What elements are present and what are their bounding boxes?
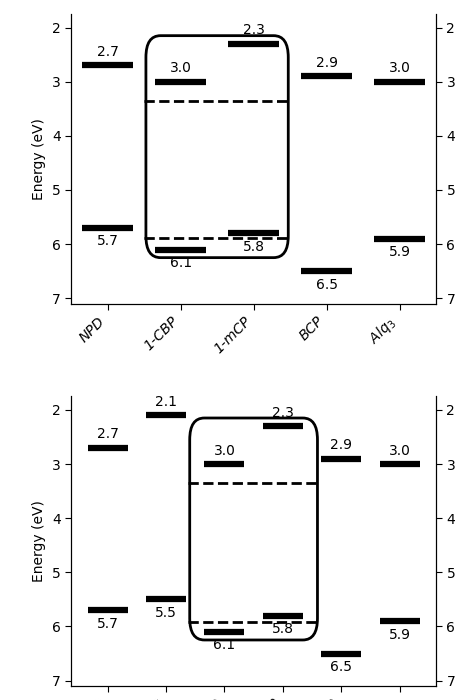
- Text: 3.0: 3.0: [389, 61, 410, 75]
- Text: 6.1: 6.1: [170, 256, 191, 270]
- Text: 5.5: 5.5: [155, 606, 177, 620]
- Text: 6.5: 6.5: [316, 278, 337, 292]
- Text: 6.1: 6.1: [213, 638, 236, 652]
- Text: 5.7: 5.7: [97, 617, 118, 631]
- Text: 5.7: 5.7: [97, 234, 118, 248]
- Text: 3.0: 3.0: [389, 444, 410, 458]
- Y-axis label: Energy (eV): Energy (eV): [32, 500, 46, 582]
- Text: 2.7: 2.7: [97, 45, 118, 59]
- Text: 2.3: 2.3: [272, 405, 294, 419]
- Text: 5.9: 5.9: [389, 627, 410, 641]
- Text: 5.8: 5.8: [272, 622, 294, 636]
- Text: 2.3: 2.3: [243, 23, 264, 37]
- Text: 3.0: 3.0: [213, 444, 235, 458]
- Text: 2.9: 2.9: [316, 56, 337, 70]
- Text: 5.8: 5.8: [243, 240, 264, 254]
- Y-axis label: Energy (eV): Energy (eV): [32, 118, 46, 200]
- Text: 2.7: 2.7: [97, 427, 118, 441]
- Text: 6.5: 6.5: [330, 660, 352, 674]
- Text: 3.0: 3.0: [170, 61, 191, 75]
- Text: 2.1: 2.1: [155, 395, 177, 409]
- Text: 2.9: 2.9: [330, 438, 352, 452]
- Text: 5.9: 5.9: [389, 245, 410, 259]
